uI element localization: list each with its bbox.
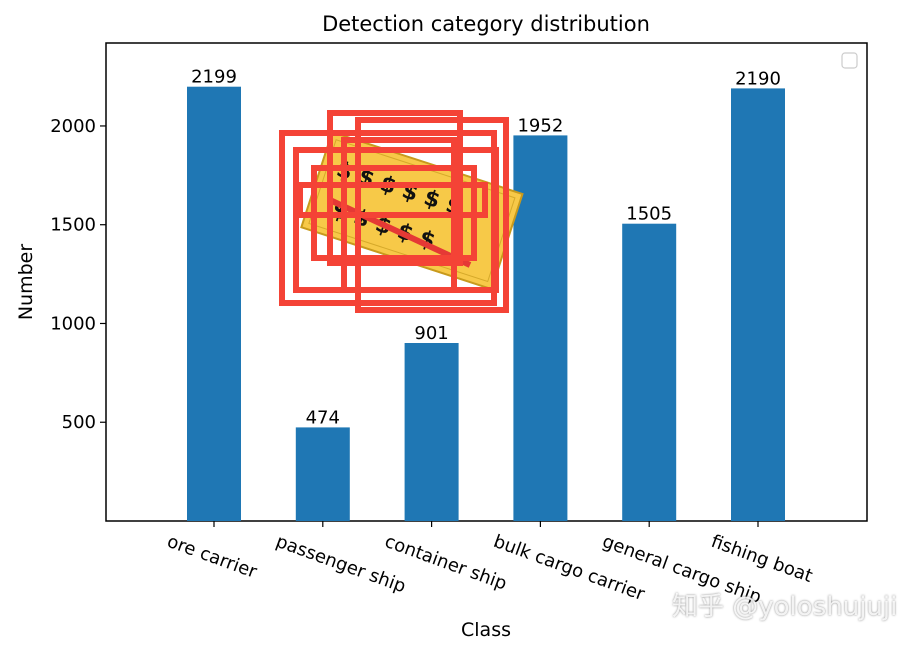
bar-value-label: 1952	[517, 115, 563, 136]
bar-value-label: 2199	[191, 67, 237, 88]
value-labels-group: 2199 474 901 1952 1505 2190	[191, 67, 781, 429]
bar-value-label: 474	[306, 407, 340, 428]
y-tick-label: 1000	[50, 313, 96, 334]
y-ticks-group: 500 1000 1500 2000	[50, 116, 106, 433]
bars-group	[187, 86, 785, 522]
y-tick-label: 500	[62, 412, 96, 433]
bar	[622, 223, 677, 521]
chart-title: Detection category distribution	[322, 12, 650, 36]
bar-value-label: 1505	[626, 204, 672, 225]
bar	[731, 88, 785, 522]
bar	[513, 135, 568, 521]
money-sticker-overlay: $ $ $ $ $ $ $ $ $ $ $	[279, 110, 524, 313]
plot-area-frame	[105, 42, 868, 522]
x-axis-label: Class	[461, 619, 511, 641]
y-tick-label: 1500	[50, 215, 96, 236]
legend-box	[841, 52, 858, 69]
bar	[404, 343, 459, 521]
y-axis-label: Number	[15, 244, 37, 321]
y-tick-label: 2000	[50, 116, 96, 137]
x-tick-label: ore carrier	[164, 531, 260, 583]
bar	[187, 86, 241, 521]
bar-value-label: 2190	[735, 68, 781, 89]
watermark-text: 知乎 @yoloshujuji	[672, 592, 898, 622]
bar	[295, 427, 350, 521]
bar-value-label: 901	[414, 323, 448, 344]
